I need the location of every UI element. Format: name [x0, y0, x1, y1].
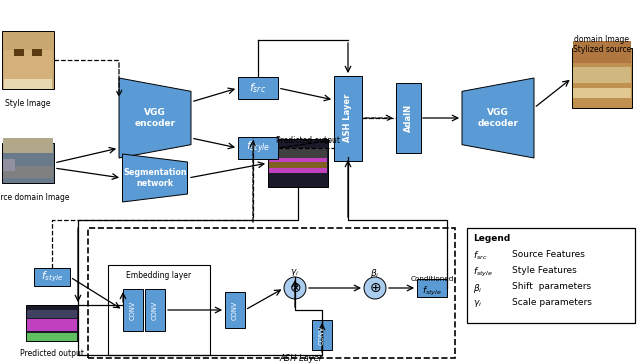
Text: $f_{style}$: $f_{style}$	[473, 266, 493, 279]
Text: AdaIN: AdaIN	[403, 104, 413, 132]
Text: Predicted output: Predicted output	[276, 136, 340, 145]
Bar	[123, 289, 143, 331]
Polygon shape	[119, 78, 191, 158]
Text: Scale parameters: Scale parameters	[512, 298, 592, 307]
Bar	[26, 305, 78, 341]
Bar	[2, 143, 54, 183]
Bar	[3, 166, 53, 178]
Circle shape	[284, 277, 306, 299]
Text: $f_{style}$: $f_{style}$	[246, 140, 270, 156]
Bar	[88, 228, 455, 358]
Bar	[269, 157, 327, 173]
Text: ASH Layer: ASH Layer	[344, 94, 353, 142]
Bar	[4, 79, 52, 89]
Bar	[27, 310, 77, 318]
Bar	[4, 50, 52, 85]
Bar	[238, 137, 278, 159]
Bar	[3, 138, 53, 153]
Text: $f_{src}$: $f_{src}$	[250, 81, 267, 95]
Bar	[269, 162, 327, 168]
Polygon shape	[462, 78, 534, 158]
Text: $\beta_i$: $\beta_i$	[473, 282, 483, 295]
Bar	[238, 77, 278, 99]
Text: VGG
encoder: VGG encoder	[134, 108, 175, 128]
Bar	[573, 67, 631, 83]
Circle shape	[364, 277, 386, 299]
Bar	[268, 139, 328, 187]
Text: $\gamma_i$: $\gamma_i$	[473, 298, 482, 309]
Text: CONV: CONV	[152, 300, 158, 320]
Text: $\gamma_i$: $\gamma_i$	[291, 268, 300, 278]
Text: CONV: CONV	[319, 325, 325, 345]
Text: Segmentation
network: Segmentation network	[123, 168, 187, 188]
Text: Style Image: Style Image	[5, 99, 51, 108]
Text: $f_{style}$: $f_{style}$	[40, 270, 63, 284]
Text: $\oplus$: $\oplus$	[369, 281, 381, 295]
Text: $f_{src}$: $f_{src}$	[473, 250, 488, 262]
Bar	[27, 333, 77, 341]
Text: Stylized source: Stylized source	[573, 45, 631, 54]
Bar	[27, 319, 77, 331]
Bar	[334, 75, 362, 161]
Bar	[32, 49, 42, 56]
Text: Style Features: Style Features	[512, 266, 577, 275]
Bar	[572, 48, 632, 108]
Bar	[108, 265, 210, 355]
Bar	[417, 279, 447, 297]
Bar	[312, 320, 332, 350]
Bar	[225, 292, 245, 328]
Text: Source domain Image: Source domain Image	[0, 193, 70, 202]
Bar	[145, 289, 165, 331]
Text: Legend: Legend	[473, 234, 510, 243]
Bar	[3, 159, 15, 171]
Bar	[14, 49, 24, 56]
Text: $f_{style}$: $f_{style}$	[422, 285, 442, 298]
Text: $\otimes$: $\otimes$	[289, 281, 301, 295]
Text: Source Features: Source Features	[512, 250, 585, 259]
Bar	[269, 148, 327, 158]
Text: VGG
decoder: VGG decoder	[477, 108, 518, 128]
Bar	[2, 31, 54, 89]
Text: ASH Layer: ASH Layer	[280, 354, 323, 363]
Bar	[573, 88, 631, 98]
Bar	[573, 41, 631, 63]
Text: Shift  parameters: Shift parameters	[512, 282, 591, 291]
Polygon shape	[122, 154, 188, 202]
Text: Predicted output: Predicted output	[20, 349, 84, 358]
Text: CONV: CONV	[232, 300, 238, 320]
Text: domain Image: domain Image	[575, 35, 630, 44]
Bar	[34, 268, 70, 286]
Text: Embedding layer: Embedding layer	[127, 271, 191, 280]
Text: Conditioned: Conditioned	[410, 276, 454, 282]
Bar	[467, 228, 635, 323]
Text: CONV: CONV	[130, 300, 136, 320]
Text: $\beta_i$: $\beta_i$	[371, 266, 380, 280]
Bar	[396, 83, 420, 153]
